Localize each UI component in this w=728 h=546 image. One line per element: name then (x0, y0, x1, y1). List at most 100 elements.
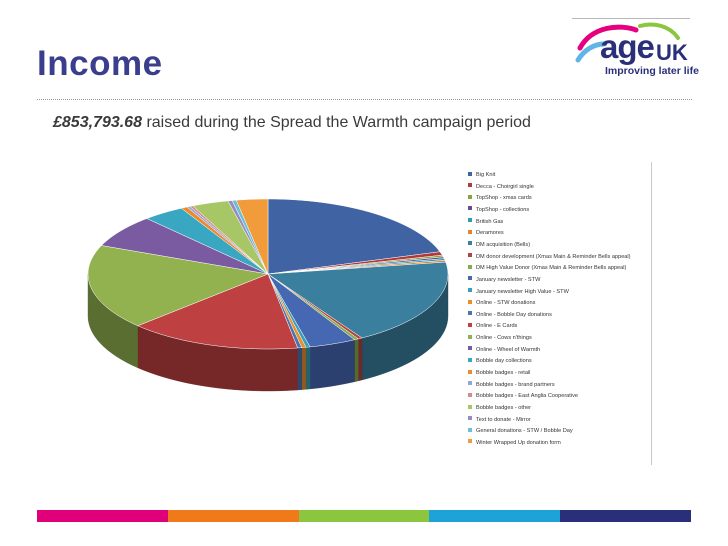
pie-slice (137, 273, 298, 350)
legend-swatch (468, 369, 472, 374)
legend-label: DM donor development (Xmas Main & Remind… (476, 253, 631, 260)
pie-slice-side (301, 347, 307, 390)
legend-label: British Gas (476, 218, 504, 225)
legend-swatch (468, 334, 472, 339)
chart-frame (78, 162, 652, 465)
legend-item: General donations - STW / Bobble Day (468, 426, 573, 436)
legend-label: Online - E Cards (476, 323, 518, 330)
age-uk-logo: age UK Improving later life (574, 20, 699, 86)
slide-subtitle: £853,793.68 raised during the Spread the… (53, 114, 531, 132)
legend-item: Bobble badges - brand partners (468, 380, 555, 390)
pie-slice (267, 198, 441, 275)
legend-label: Bobble badges - other (476, 405, 532, 411)
legend-swatch (468, 357, 472, 362)
legend-label: TopShop - xmas cards (476, 195, 532, 202)
pie-slice-side (297, 347, 303, 391)
legend-label: Deramores (476, 230, 504, 237)
legend-swatch (468, 346, 472, 351)
legend-label: Text to donate - Mirror (476, 416, 531, 423)
legend-item: Online - Wheel of Warmth (468, 345, 540, 355)
pie-chart (87, 198, 449, 392)
legend-item: TopShop - xmas cards (468, 193, 532, 203)
legend-item: DM donor development (Xmas Main & Remind… (468, 252, 631, 262)
legend-item: Bobble badges - East Anglia Cooperative (468, 391, 578, 401)
legend-swatch (468, 288, 472, 293)
legend-swatch (468, 206, 472, 211)
legend-swatch (468, 194, 472, 199)
legend-label: Winter Wrapped Up donation form (476, 439, 561, 446)
legend-item: Big Knit (468, 170, 495, 180)
legend-label: Online - Bobble Day donations (476, 311, 552, 318)
legend-label: DM acquisition (Bells) (476, 241, 531, 248)
footer-color-bar (37, 510, 691, 522)
logo-wordmark-suffix: UK (656, 40, 688, 65)
legend-item: TopShop - collections (468, 205, 529, 215)
legend-item: Decca - Choirgirl single (468, 182, 534, 192)
logo-top-rule (572, 18, 690, 19)
legend-label: Bobble badges - East Anglia Cooperative (476, 393, 578, 400)
pie-slice-side (354, 338, 359, 383)
legend-item: Bobble badges - retail (468, 368, 530, 378)
legend-swatch (468, 183, 472, 188)
footer-stripe-0 (37, 510, 168, 522)
logo-swoosh-icon (575, 22, 680, 63)
legend-swatch (468, 381, 472, 386)
legend-item: Online - Bobble Day donations (468, 310, 552, 320)
legend-swatch (468, 311, 472, 316)
pie-slice (100, 218, 269, 275)
legend-item: Bobble badges - other (468, 403, 531, 413)
legend-label: TopShop - collections (476, 206, 530, 213)
legend-swatch (468, 171, 472, 176)
legend-swatch (468, 322, 472, 327)
pie-top (87, 198, 449, 350)
legend-item: Winter Wrapped Up donation form (468, 438, 561, 448)
legend-swatch (468, 427, 472, 432)
title-divider (37, 99, 692, 100)
legend-label: Online - Wheel of Warmth (476, 346, 541, 353)
legend-label: General donations - STW / Bobble Day (476, 428, 573, 435)
legend-label: Bobble badges - brand partners (476, 381, 555, 388)
legend-item: January newsletter - STW (468, 275, 540, 285)
pie-slice-side (358, 337, 363, 382)
legend-label: Bobble badges - retail (476, 370, 531, 377)
legend-swatch (468, 392, 472, 397)
legend-swatch (468, 253, 472, 258)
legend-item: DM acquisition (Bells) (468, 240, 530, 250)
legend-swatch (468, 299, 472, 304)
subtitle-amount: £853,793.68 (53, 114, 142, 131)
legend-swatch (468, 264, 472, 269)
legend-label: January newsletter High Value - STW (476, 288, 569, 295)
legend-swatch (468, 229, 472, 234)
footer-stripe-2 (298, 510, 430, 522)
pie-slice (87, 245, 269, 327)
legend-swatch (468, 439, 472, 444)
legend-item: January newsletter High Value - STW (468, 287, 569, 297)
pie-slice (192, 200, 269, 275)
pie-slice-side (305, 346, 311, 390)
legend-label: Decca - Choirgirl single (476, 183, 534, 190)
logo-tagline: Improving later life (605, 65, 699, 77)
legend-label: January newsletter - STW (476, 276, 541, 283)
pie-slice (267, 261, 449, 339)
legend-swatch (468, 416, 472, 421)
slide-title: Income (37, 44, 163, 83)
legend-swatch (468, 241, 472, 246)
legend-item: DM High Value Donor (Xmas Main & Reminde… (468, 263, 626, 273)
legend-item: Text to donate - Mirror (468, 415, 531, 425)
footer-stripe-4 (560, 510, 691, 522)
legend-label: Big Knit (476, 172, 496, 178)
legend-item: Online - STW donations (468, 298, 535, 308)
legend-swatch (468, 276, 472, 281)
pie-slice (267, 273, 356, 348)
legend-swatch (468, 404, 472, 409)
legend-item: British Gas (468, 217, 503, 227)
legend-label: Bobble day collections (476, 358, 532, 365)
pie-slice-side (309, 339, 355, 390)
legend-item: Online - E Cards (468, 321, 517, 331)
legend-label: Online - STW donations (476, 300, 536, 307)
legend-item: Deramores (468, 228, 504, 238)
pie-slice (146, 207, 269, 275)
legend-label: DM High Value Donor (Xmas Main & Reminde… (476, 265, 627, 272)
footer-stripe-3 (429, 510, 561, 522)
footer-stripe-1 (167, 510, 299, 522)
